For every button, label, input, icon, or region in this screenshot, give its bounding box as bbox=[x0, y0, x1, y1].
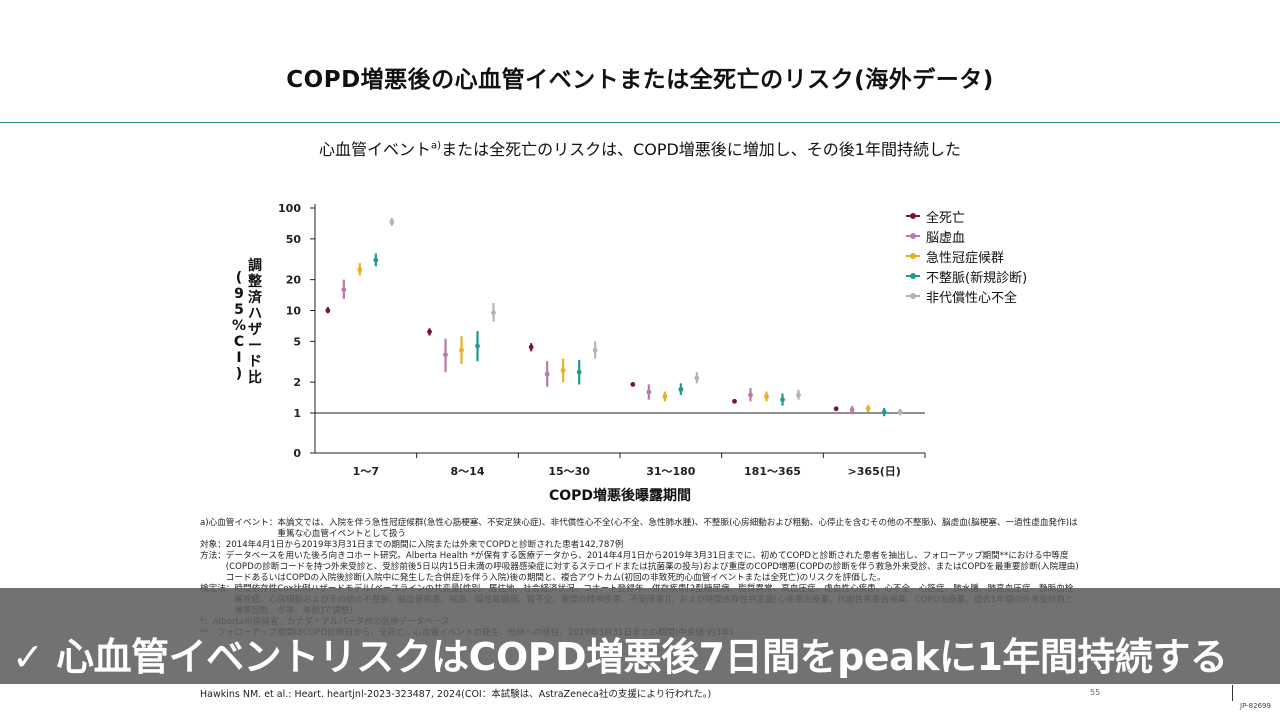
legend-label: 全死亡 bbox=[926, 210, 966, 226]
legend-item: 脳虚血 bbox=[906, 226, 1027, 246]
data-point bbox=[732, 398, 737, 404]
data-point bbox=[849, 407, 855, 413]
summary-banner bbox=[0, 588, 1280, 684]
data-point bbox=[576, 369, 582, 375]
data-point bbox=[544, 371, 550, 377]
y-tick-label: 10 bbox=[286, 305, 302, 318]
legend-item: 急性冠症候群 bbox=[906, 246, 1027, 266]
data-point bbox=[325, 308, 331, 313]
chart-legend: 全死亡脳虚血急性冠症候群不整脈(新規診断) 非代償性心不全 bbox=[906, 206, 1027, 306]
data-point bbox=[678, 386, 684, 392]
footnote-row: 対象： 2014年4月1日から2019年3月31日までの期間に入院または外来でCO… bbox=[200, 540, 1080, 551]
data-point bbox=[357, 267, 363, 273]
data-point bbox=[592, 347, 598, 353]
y-tick-label: 20 bbox=[286, 274, 302, 287]
y-tick-label: 2 bbox=[293, 376, 301, 389]
data-point bbox=[373, 257, 379, 263]
y-tick-label: 1 bbox=[293, 407, 301, 420]
data-point bbox=[780, 397, 785, 403]
legend-swatch bbox=[906, 233, 920, 239]
data-point bbox=[459, 347, 464, 353]
title-divider bbox=[0, 122, 1280, 123]
data-point bbox=[646, 389, 652, 395]
data-point bbox=[764, 394, 769, 399]
y-axis-label-main: 調整済ハザード比 bbox=[248, 258, 263, 386]
y-tick-label: 100 bbox=[278, 202, 301, 215]
legend-swatch bbox=[906, 273, 920, 279]
legend-swatch bbox=[906, 293, 920, 299]
x-tick-label: 1〜7 bbox=[353, 465, 379, 478]
data-point bbox=[881, 409, 887, 415]
subtitle-pre: 心血管イベント bbox=[319, 140, 432, 159]
footer-divider bbox=[1232, 685, 1233, 701]
legend-item: 不整脈(新規診断) bbox=[906, 266, 1027, 286]
legend-swatch bbox=[906, 253, 920, 259]
legend-label: 急性冠症候群 bbox=[926, 250, 1005, 266]
x-axis-label: COPD増悪後曝露期間 bbox=[549, 487, 691, 504]
footnote-key: 対象： bbox=[200, 540, 226, 550]
data-point bbox=[694, 375, 700, 381]
data-point bbox=[443, 352, 448, 358]
y-tick-label: 5 bbox=[293, 335, 301, 348]
data-point bbox=[427, 329, 432, 335]
x-tick-label: 15〜30 bbox=[548, 465, 590, 478]
footnote-row: 方法： データベースを用いた後ろ向きコホート研究。Alberta Health *… bbox=[200, 551, 1080, 584]
footnote-text: 本論文では、入院を伴う急性冠症候群(急性心筋梗塞、不安定狭心症)、非代償性心不全… bbox=[277, 518, 1078, 539]
y-tick-label: 0 bbox=[293, 447, 301, 460]
y-axis-label: (9 5% C I) 調整済ハザード比 bbox=[230, 258, 264, 386]
x-tick-label: >365(日) bbox=[848, 465, 901, 478]
legend-label: 脳虚血 bbox=[926, 230, 966, 246]
footnote-key: 方法： bbox=[200, 551, 226, 561]
data-point bbox=[341, 287, 347, 292]
data-point bbox=[833, 406, 839, 412]
footnote-key: a)心血管イベント： bbox=[200, 518, 278, 528]
subtitle-footnote-mark: a) bbox=[431, 140, 442, 152]
page-number: 55 bbox=[1090, 688, 1101, 697]
legend-item: 全死亡 bbox=[906, 206, 1027, 226]
slide-title: COPD増悪後の心血管イベントまたは全死亡のリスク(海外データ) bbox=[286, 67, 994, 93]
hazard-ratio-chart: 0 1 2 5 10 20 50 100 1〜7 8〜14 15〜30 31〜180 181〜365 >3… bbox=[278, 202, 926, 504]
footnote-text: 2014年4月1日から2019年3月31日までの期間に入院または外来でCOPDと… bbox=[225, 540, 624, 550]
slide-subtitle: 心血管イベントa)または全死亡のリスクは、COPD増悪後に増加し、その後1年間持… bbox=[0, 136, 1280, 160]
data-point bbox=[796, 392, 801, 398]
x-tick-label: 31〜180 bbox=[646, 465, 696, 478]
y-tick-label: 50 bbox=[286, 233, 302, 246]
data-point bbox=[389, 219, 395, 225]
x-tick-label: 181〜365 bbox=[744, 465, 801, 478]
legend-label: 不整脈(新規診断) bbox=[926, 270, 1028, 286]
data-point bbox=[897, 409, 903, 415]
data-point bbox=[662, 394, 668, 399]
data-point bbox=[865, 406, 871, 412]
footnote-text: データベースを用いた後ろ向きコホート研究。Alberta Health *が保有… bbox=[225, 551, 1079, 583]
y-axis-label-paren: (9 5% C I) bbox=[231, 270, 247, 382]
legend-label: 非代償性心不全 bbox=[926, 290, 1018, 306]
x-tick-label: 8〜14 bbox=[451, 465, 485, 478]
data-point bbox=[560, 368, 566, 373]
summary-banner-text: ✓ 心血管イベントリスクはCOPD増悪後7日間をpeakに1年間持続する bbox=[12, 635, 1228, 679]
data-point bbox=[748, 392, 753, 398]
data-point bbox=[528, 344, 534, 350]
subtitle-post: または全死亡のリスクは、COPD増悪後に増加し、その後1年間持続した bbox=[441, 140, 961, 159]
legend-item: 非代償性心不全 bbox=[906, 286, 1027, 306]
document-code: JP-82699 bbox=[1240, 702, 1271, 710]
data-point bbox=[630, 382, 636, 387]
data-point bbox=[475, 343, 480, 349]
legend-swatch bbox=[906, 213, 920, 219]
citation: Hawkins NM. et al.: Heart. heartjnl-2023… bbox=[200, 689, 712, 700]
data-point bbox=[491, 310, 496, 316]
footnote-row: a)心血管イベント： 本論文では、入院を伴う急性冠症候群(急性心筋梗塞、不安定狭心… bbox=[200, 518, 1080, 540]
